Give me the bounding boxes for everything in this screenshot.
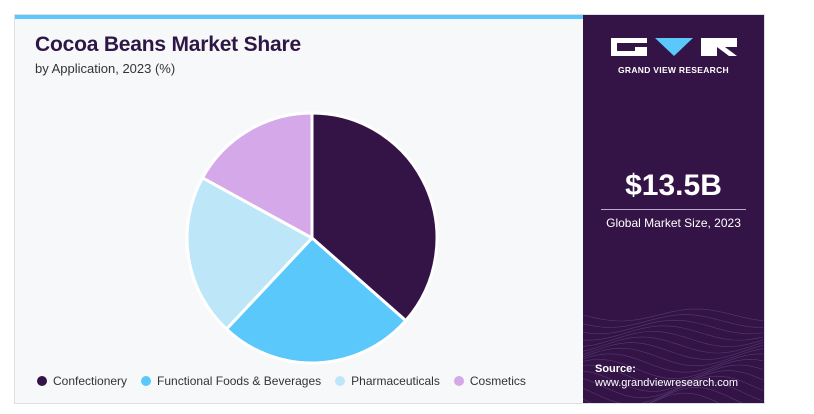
legend-swatch — [453, 376, 464, 386]
pie-slice-pharmaceuticals — [185, 176, 314, 331]
info-panel: GRAND VIEW RESEARCH $13.5B Global Market… — [583, 15, 764, 403]
gvr-logo-icon — [611, 38, 737, 56]
legend-swatch — [37, 376, 47, 386]
legend-item: Cosmetics — [453, 374, 526, 388]
market-size-label: Global Market Size, 2023 — [606, 216, 741, 230]
legend-item: Pharmaceuticals — [335, 374, 440, 388]
chart-subtitle: by Application, 2023 (%) — [35, 61, 176, 76]
chart-panel: Cocoa Beans Market Share by Application,… — [15, 15, 583, 403]
legend-label: Confectionery — [53, 374, 128, 388]
legend-label: Pharmaceuticals — [351, 374, 440, 388]
legend-label: Cosmetics — [469, 374, 526, 388]
legend-item: Functional Foods & Beverages — [141, 374, 321, 388]
divider — [601, 209, 746, 210]
pie-slice-functional-foods-beverages — [224, 236, 408, 365]
brand-name: GRAND VIEW RESEARCH — [617, 65, 729, 75]
pie-chart — [185, 111, 439, 365]
source-link[interactable]: www.grandviewresearch.com — [595, 377, 739, 389]
chart-card: Cocoa Beans Market Share by Application,… — [14, 14, 765, 404]
accent-bar — [15, 15, 583, 19]
chart-legend: Confectionery Functional Foods & Beverage… — [37, 373, 526, 389]
pie-slice-confectionery — [310, 111, 439, 323]
pie-slice-cosmetics — [200, 111, 314, 240]
market-size-value: $13.5B — [625, 169, 722, 202]
legend-swatch — [335, 376, 346, 386]
legend-label: Functional Foods & Beverages — [157, 374, 322, 388]
source-label: Source: — [595, 363, 636, 375]
legend-item: Confectionery — [37, 374, 127, 388]
legend-swatch — [141, 376, 152, 386]
wave-pattern — [583, 308, 764, 403]
chart-title: Cocoa Beans Market Share — [35, 33, 301, 56]
